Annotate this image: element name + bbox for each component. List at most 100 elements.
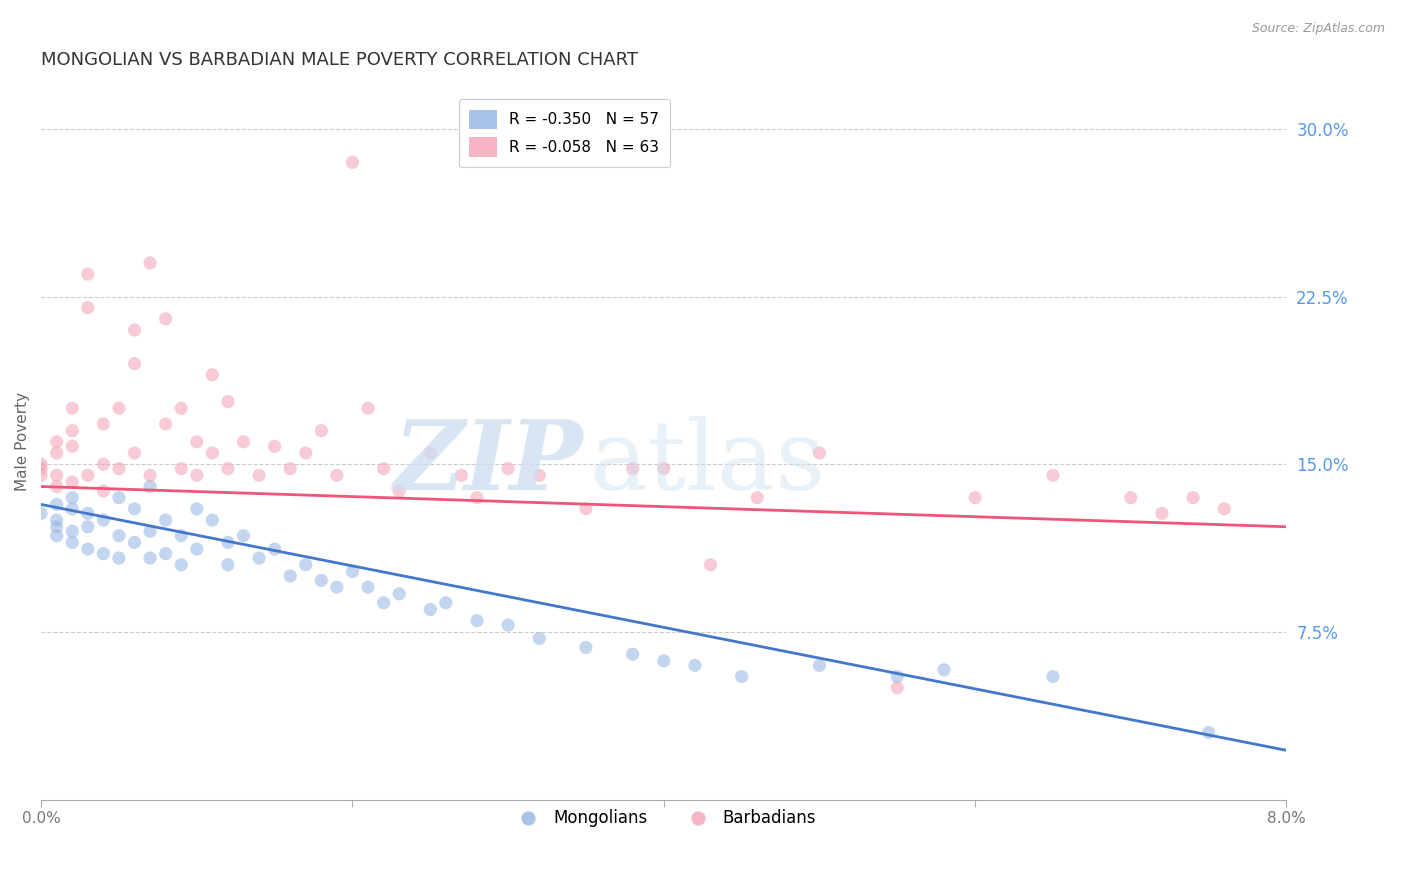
Point xyxy=(965,491,987,505)
Point xyxy=(186,434,208,449)
Point xyxy=(575,502,598,516)
Point xyxy=(621,461,644,475)
Point xyxy=(108,551,131,566)
Point xyxy=(124,357,146,371)
Point xyxy=(30,507,52,521)
Point xyxy=(886,681,908,695)
Point xyxy=(60,535,83,549)
Point xyxy=(529,632,551,646)
Point xyxy=(45,520,67,534)
Point xyxy=(294,558,316,572)
Point xyxy=(60,524,83,539)
Point xyxy=(465,491,488,505)
Point xyxy=(155,417,177,431)
Point xyxy=(76,520,98,534)
Point xyxy=(93,483,115,498)
Point xyxy=(170,529,193,543)
Point xyxy=(357,401,380,416)
Point xyxy=(217,535,239,549)
Point xyxy=(108,401,131,416)
Point xyxy=(45,529,67,543)
Point xyxy=(326,580,349,594)
Point xyxy=(263,439,285,453)
Point xyxy=(683,658,706,673)
Point xyxy=(108,461,131,475)
Point xyxy=(808,658,831,673)
Point xyxy=(170,558,193,572)
Point xyxy=(201,513,224,527)
Point xyxy=(1042,669,1064,683)
Point xyxy=(201,368,224,382)
Point xyxy=(155,311,177,326)
Point xyxy=(311,574,333,588)
Point xyxy=(1198,725,1220,739)
Point xyxy=(45,497,67,511)
Point xyxy=(247,551,270,566)
Point xyxy=(139,468,162,483)
Point xyxy=(1150,507,1173,521)
Point xyxy=(30,461,52,475)
Point xyxy=(76,267,98,281)
Point xyxy=(357,580,380,594)
Point xyxy=(699,558,721,572)
Point xyxy=(30,457,52,471)
Point xyxy=(76,542,98,557)
Point xyxy=(1182,491,1205,505)
Point xyxy=(932,663,955,677)
Point xyxy=(76,301,98,315)
Point xyxy=(652,654,675,668)
Point xyxy=(232,529,254,543)
Point xyxy=(730,669,752,683)
Point xyxy=(186,542,208,557)
Point xyxy=(652,461,675,475)
Text: ZIP: ZIP xyxy=(394,417,583,510)
Y-axis label: Male Poverty: Male Poverty xyxy=(15,392,30,491)
Point xyxy=(124,446,146,460)
Point xyxy=(747,491,769,505)
Point xyxy=(342,155,364,169)
Point xyxy=(373,461,395,475)
Point xyxy=(45,513,67,527)
Text: Source: ZipAtlas.com: Source: ZipAtlas.com xyxy=(1251,22,1385,36)
Point xyxy=(60,475,83,489)
Point xyxy=(170,401,193,416)
Point xyxy=(108,491,131,505)
Point xyxy=(496,618,519,632)
Point xyxy=(139,479,162,493)
Point xyxy=(93,457,115,471)
Point xyxy=(155,547,177,561)
Point xyxy=(45,446,67,460)
Point xyxy=(342,565,364,579)
Point xyxy=(60,502,83,516)
Point xyxy=(294,446,316,460)
Text: MONGOLIAN VS BARBADIAN MALE POVERTY CORRELATION CHART: MONGOLIAN VS BARBADIAN MALE POVERTY CORR… xyxy=(41,51,638,69)
Point xyxy=(170,461,193,475)
Point xyxy=(326,468,349,483)
Legend: Mongolians, Barbadians: Mongolians, Barbadians xyxy=(505,803,823,834)
Point xyxy=(263,542,285,557)
Point xyxy=(30,468,52,483)
Point xyxy=(621,647,644,661)
Point xyxy=(1213,502,1236,516)
Point xyxy=(217,394,239,409)
Point xyxy=(139,256,162,270)
Point xyxy=(139,524,162,539)
Point xyxy=(139,551,162,566)
Point xyxy=(808,446,831,460)
Point xyxy=(124,502,146,516)
Point xyxy=(93,513,115,527)
Point xyxy=(124,323,146,337)
Point xyxy=(108,529,131,543)
Point xyxy=(1042,468,1064,483)
Point xyxy=(886,669,908,683)
Point xyxy=(124,535,146,549)
Point xyxy=(278,461,301,475)
Point xyxy=(201,446,224,460)
Point xyxy=(186,502,208,516)
Point xyxy=(450,468,472,483)
Point xyxy=(93,547,115,561)
Point xyxy=(529,468,551,483)
Point xyxy=(388,587,411,601)
Point xyxy=(278,569,301,583)
Point xyxy=(45,479,67,493)
